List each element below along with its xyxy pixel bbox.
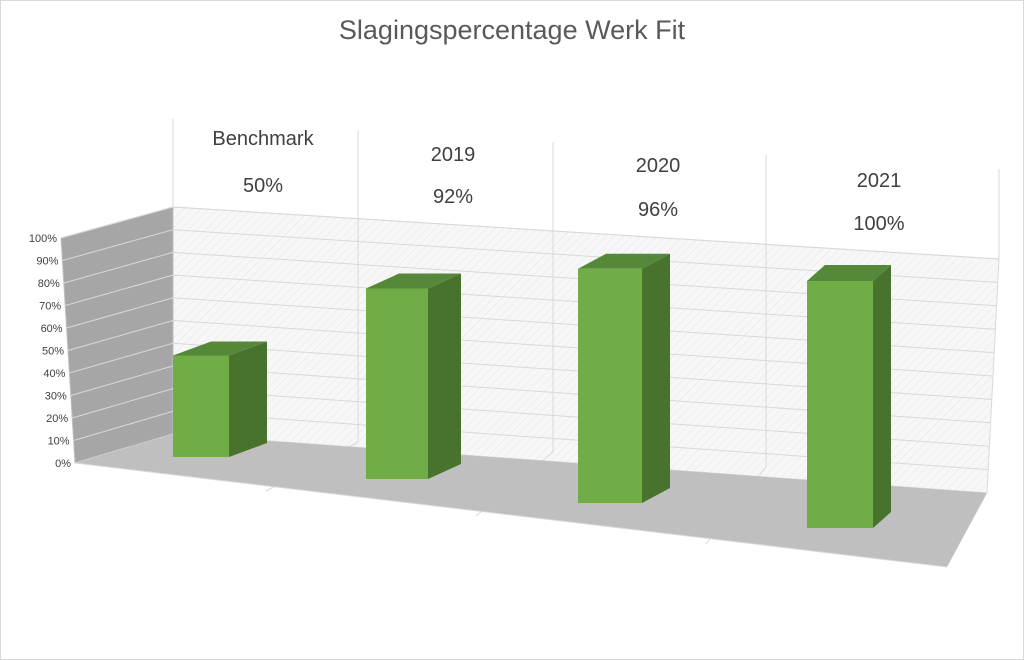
- y-tick-label: 30%: [45, 391, 67, 403]
- bar-side: [873, 265, 891, 528]
- bar-side: [229, 341, 267, 457]
- bar-side: [428, 273, 461, 479]
- data-label: 96%: [638, 199, 678, 221]
- gridline: [65, 274, 996, 330]
- data-label: 92%: [433, 186, 473, 208]
- bar: [807, 265, 891, 528]
- bar-side: [642, 253, 670, 503]
- gridline: [63, 251, 997, 307]
- gridline: [67, 319, 994, 377]
- bar: [366, 273, 461, 479]
- gridline: [66, 297, 995, 354]
- gridline: [69, 342, 992, 400]
- y-tick-label: 90%: [36, 256, 58, 268]
- category-label: Benchmark: [212, 128, 314, 150]
- bars: [173, 253, 891, 528]
- bar-top: [366, 273, 461, 289]
- category-label: 2019: [431, 144, 476, 166]
- category-label: 2021: [857, 170, 902, 192]
- category-label: 2020: [636, 155, 681, 177]
- bar-front: [807, 281, 873, 528]
- chart-floor: [74, 434, 987, 568]
- y-tick-label: 70%: [39, 301, 61, 313]
- y-tick-label: 40%: [43, 368, 65, 380]
- bar: [173, 341, 267, 457]
- y-tick-label: 50%: [42, 346, 64, 358]
- y-tick-label: 100%: [29, 233, 57, 245]
- data-label: 50%: [243, 175, 283, 197]
- bar-front: [578, 268, 642, 503]
- y-tick-label: 60%: [41, 323, 63, 335]
- floor-plane: [75, 434, 987, 567]
- bar-labels: Benchmark 50% 2019 92% 2020 96% 2021 100%: [212, 128, 904, 235]
- bar-top: [578, 253, 670, 269]
- y-tick-label: 80%: [38, 278, 60, 290]
- bar-top: [173, 341, 267, 356]
- y-axis-ticks: 0% 10% 20% 30% 40% 50% 60% 70% 80% 90% 100%: [29, 233, 71, 470]
- bar-front: [173, 355, 229, 457]
- bar: [578, 253, 670, 503]
- bar-top: [807, 265, 891, 281]
- y-tick-label: 0%: [55, 458, 71, 470]
- x-axis-line: [74, 462, 948, 568]
- gridline: [62, 229, 998, 283]
- y-tick-label: 10%: [48, 436, 70, 448]
- data-label: 100%: [853, 213, 904, 235]
- y-tick-label: 20%: [46, 413, 68, 425]
- chart-title: Slagingspercentage Werk Fit: [339, 15, 686, 45]
- bar-front: [366, 288, 428, 479]
